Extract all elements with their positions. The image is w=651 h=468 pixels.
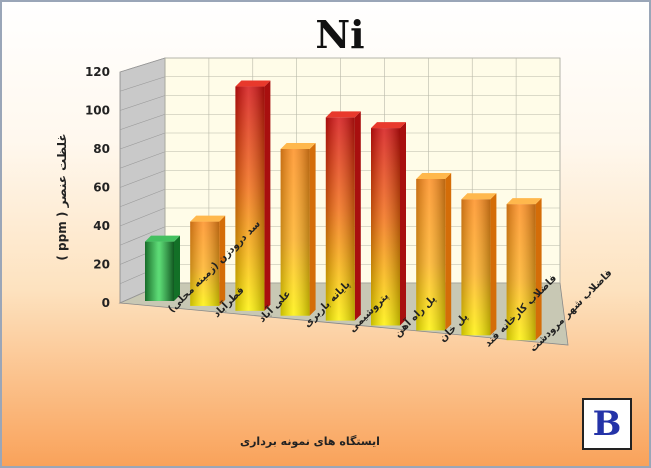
y-tick-labels: 0 20 40 60 80 100 120 <box>85 65 110 310</box>
x-axis-label: ایستگاه های نمونه برداری <box>240 435 380 448</box>
bar-top <box>506 198 542 205</box>
bar-top <box>371 122 406 129</box>
bar-side <box>445 172 452 331</box>
y-tick-label: 100 <box>85 104 110 118</box>
bar-side <box>354 111 361 321</box>
bar-shading <box>416 178 446 331</box>
y-tick-label: 20 <box>93 258 110 272</box>
bar-side <box>535 198 542 341</box>
gridline <box>119 95 166 111</box>
bar <box>325 111 361 321</box>
bar-top <box>416 172 452 179</box>
bar-side <box>490 193 497 336</box>
bars <box>145 80 542 341</box>
bar-top <box>145 235 180 242</box>
chart-title: Ni <box>315 12 365 57</box>
y-axis-label: غلظت عنصر ( ppm ) <box>55 133 69 261</box>
bar-side <box>400 122 406 326</box>
bar-shading <box>145 241 174 301</box>
gridline <box>119 207 166 227</box>
bar <box>371 122 406 326</box>
bar <box>280 142 316 316</box>
bar-side <box>309 142 316 316</box>
bar-shading <box>190 221 220 306</box>
panel-label-badge: B <box>582 398 632 450</box>
gridline <box>119 151 166 169</box>
bar <box>190 215 226 306</box>
y-tick-label: 40 <box>93 219 110 233</box>
bar-side <box>219 215 226 306</box>
gridline <box>119 76 166 92</box>
bar <box>506 198 542 341</box>
gridline <box>119 188 166 208</box>
y-tick-label: 80 <box>93 142 110 156</box>
y-tick-label: 120 <box>85 65 110 79</box>
bar-side <box>264 80 271 311</box>
bar <box>461 193 497 336</box>
bar-shading <box>325 117 355 321</box>
bar <box>416 172 452 331</box>
bar <box>235 80 271 311</box>
gridline <box>119 132 166 150</box>
bar-top <box>235 80 271 87</box>
bar <box>145 235 180 301</box>
bar-shading <box>235 86 265 311</box>
bar-side <box>174 235 180 301</box>
gridline <box>119 170 166 188</box>
bar-top <box>280 142 316 149</box>
bar-top <box>190 215 226 222</box>
gridline <box>119 57 166 73</box>
bar-top <box>461 193 497 200</box>
y-tick-label: 0 <box>102 296 110 310</box>
gridline <box>119 113 166 131</box>
bar-shading <box>506 204 536 341</box>
bar-shading <box>371 128 400 326</box>
bar-shading <box>461 199 491 336</box>
gridline <box>119 226 166 246</box>
y-tick-label: 60 <box>93 181 110 195</box>
bar-shading <box>280 148 310 316</box>
bar-top <box>325 111 361 118</box>
